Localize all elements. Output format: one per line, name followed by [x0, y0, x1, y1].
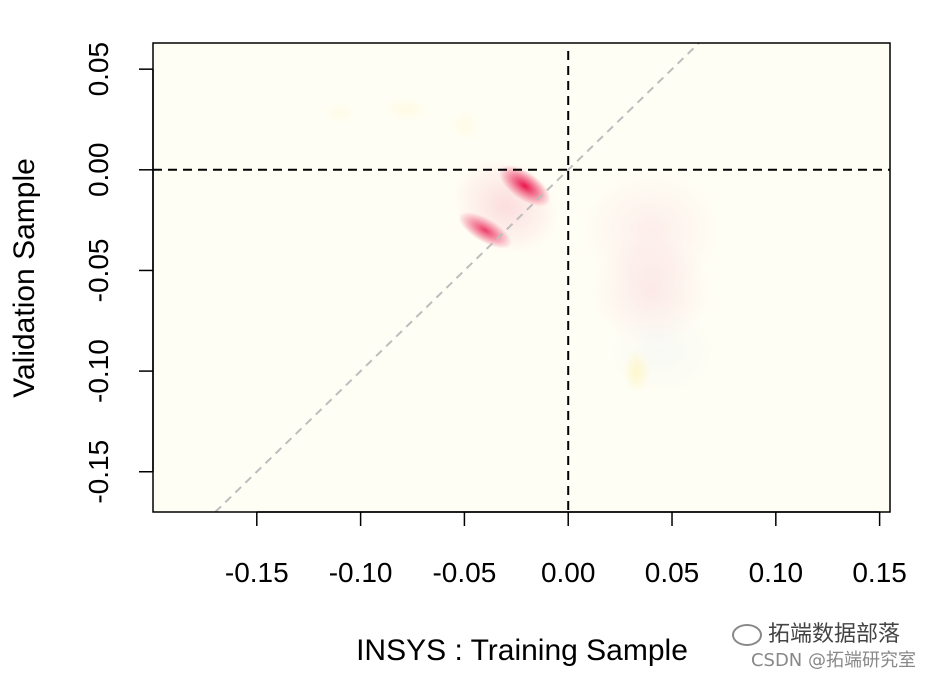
x-tick-label: -0.05: [432, 557, 496, 588]
x-tick-label: 0.15: [852, 557, 907, 588]
density-blob: [384, 97, 429, 122]
density-blob: [453, 158, 559, 254]
density-blob: [606, 305, 717, 396]
identity-diagonal-line: [214, 43, 700, 512]
density-blob: [448, 109, 481, 142]
x-tick-label: 0.10: [749, 557, 804, 588]
x-tick-label: -0.10: [329, 557, 393, 588]
watermark-sub: CSDN @拓端研究室: [750, 650, 916, 671]
y-tick-label: -0.10: [83, 339, 114, 403]
wechat-icon: [731, 624, 762, 646]
y-tick-label: 0.05: [83, 42, 114, 97]
y-tick-label: 0.00: [83, 143, 114, 198]
y-tick-label: -0.05: [83, 239, 114, 303]
x-axis-title: INSYS : Training Sample: [356, 634, 688, 667]
y-axis-title: Validation Sample: [8, 158, 41, 398]
x-tick-label: -0.15: [225, 557, 289, 588]
x-tick-label: 0.00: [541, 557, 596, 588]
watermark-main: 拓端数据部落: [731, 616, 900, 648]
watermark-line1: 拓端数据部落: [767, 622, 900, 647]
density-blob: [323, 103, 356, 124]
density-blobs: [323, 97, 722, 396]
y-tick-label: -0.15: [83, 440, 114, 504]
y-axis: 0.05 0.00 -0.05 -0.10 -0.15: [83, 42, 154, 504]
density-blob: [622, 349, 651, 394]
plot-background: [153, 43, 890, 512]
x-tick-label: 0.05: [645, 557, 700, 588]
x-axis: -0.15 -0.10 -0.05 0.00 0.05 0.10 0.15: [225, 511, 907, 588]
